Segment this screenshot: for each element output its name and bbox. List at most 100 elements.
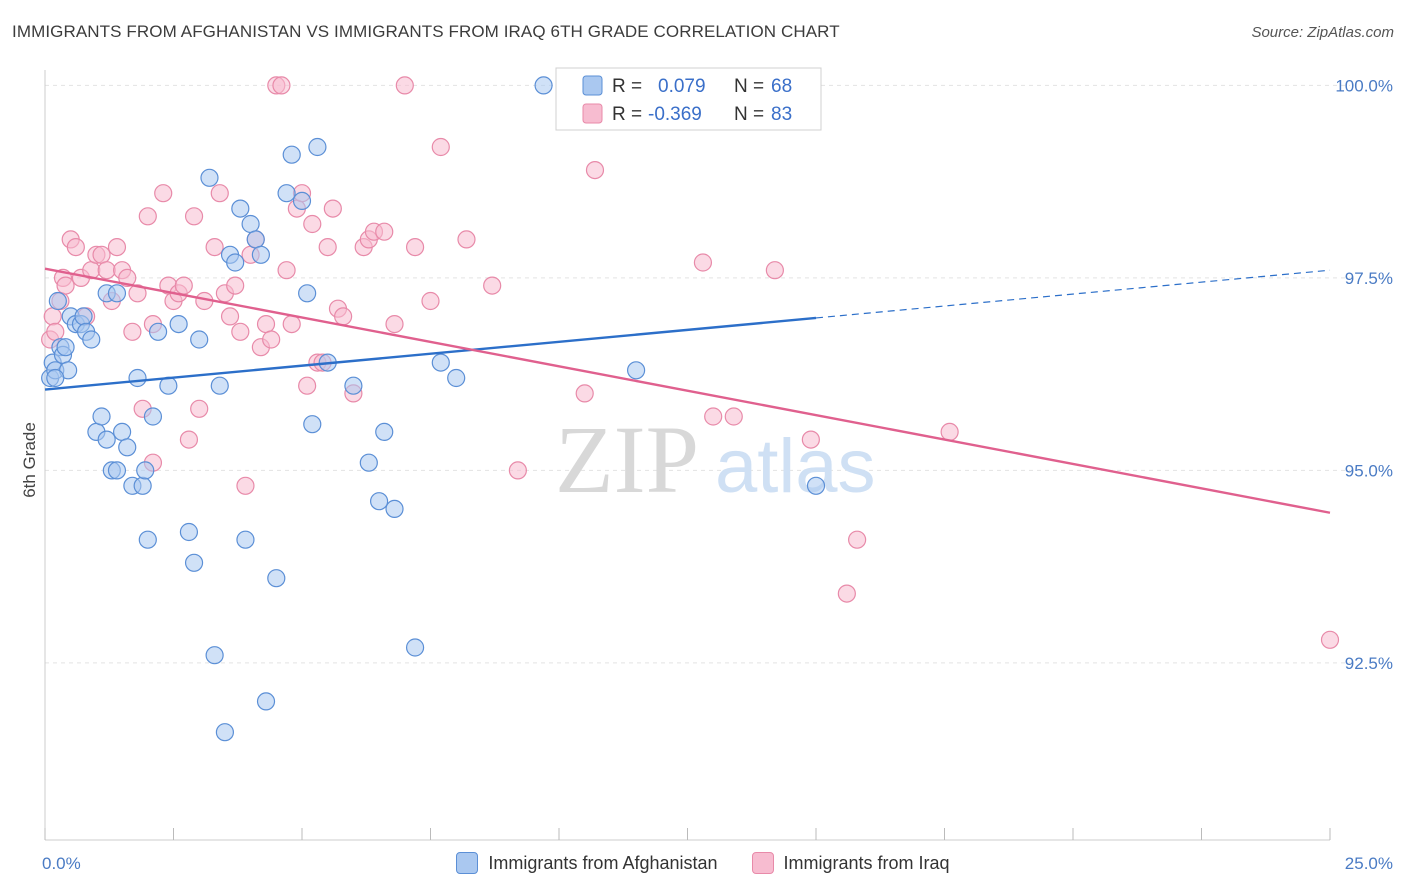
point-blue-57: [370, 492, 389, 511]
point-pink-47: [282, 315, 301, 334]
point-blue-20: [107, 284, 127, 303]
point-pink-57: [334, 307, 353, 326]
y-tick-labels: 100.0% 97.5% 95.0% 92.5%: [1335, 76, 1393, 673]
point-blue-22: [118, 438, 137, 457]
point-blue-44: [246, 230, 265, 249]
point-pink-74: [704, 407, 723, 426]
point-blue-26: [136, 461, 155, 480]
point-blue-11: [74, 307, 93, 326]
point-pink-5: [56, 276, 75, 295]
point-blue-47: [267, 569, 286, 588]
point-pink-76: [765, 261, 784, 280]
legend-pink-n-label: N =: [734, 104, 764, 125]
point-pink-27: [174, 276, 193, 295]
point-blue-33: [184, 553, 204, 572]
trend-line-blue-extension: [815, 269, 1331, 319]
trend-line-pink: [44, 267, 1331, 514]
point-pink-42: [256, 315, 276, 334]
trend-lines: [44, 267, 1331, 514]
point-pink-68: [457, 230, 476, 249]
point-pink-50: [298, 376, 317, 395]
source-credit: Source: ZipAtlas.com: [1251, 24, 1394, 41]
point-blue-19: [107, 461, 127, 480]
point-blue-58: [375, 422, 394, 441]
point-blue-15: [92, 407, 111, 426]
point-blue-60: [405, 638, 425, 657]
y-axis-title: 6th Grade: [20, 422, 39, 498]
point-pink-33: [210, 184, 229, 203]
point-blue-46: [256, 692, 276, 711]
legend-item-iraq[interactable]: Immigrants from Iraq: [751, 852, 950, 874]
point-pink-51: [303, 214, 322, 234]
point-blue-41: [231, 199, 250, 218]
x-tick-label-0: 0.0%: [42, 854, 81, 873]
watermark-atlas: atlas: [715, 424, 876, 509]
stats-legend: R = 0.079 N = 68 R = -0.369 N = 83: [555, 67, 822, 131]
legend-pink-r-label: R =: [612, 104, 642, 125]
point-pink-67: [431, 137, 450, 157]
axes: [44, 70, 1331, 841]
legend-item-afghanistan[interactable]: Immigrants from Afghanistan: [456, 852, 718, 874]
point-blue-63: [534, 76, 553, 95]
series-iraq-points: [41, 76, 1340, 649]
point-pink-38: [236, 476, 255, 495]
point-blue-21: [112, 422, 132, 441]
point-blue-6: [56, 338, 75, 357]
point-pink-66: [421, 291, 440, 311]
point-blue-34: [190, 330, 209, 349]
point-blue-55: [344, 376, 363, 395]
point-pink-19: [128, 284, 147, 303]
point-blue-52: [303, 415, 322, 434]
point-blue-36: [205, 646, 224, 665]
gridlines: [45, 84, 1350, 664]
point-pink-65: [405, 238, 425, 257]
chart-title: IMMIGRANTS FROM AFGHANISTAN VS IMMIGRANT…: [12, 22, 840, 41]
point-pink-46: [277, 261, 296, 280]
point-blue-25: [133, 476, 152, 495]
point-blue-62: [447, 368, 466, 388]
point-pink-54: [318, 238, 337, 257]
point-blue-35: [200, 168, 219, 187]
point-pink-35: [220, 307, 240, 326]
series-afghanistan-points: [41, 76, 826, 742]
point-blue-53: [308, 137, 327, 157]
legend-blue-r-label: R =: [612, 76, 642, 97]
legend-pink-r-value: -0.369: [648, 104, 702, 125]
point-blue-3: [48, 291, 67, 311]
point-blue-42: [236, 530, 255, 549]
point-pink-75: [724, 407, 743, 426]
y-tick-label-2: 95.0%: [1345, 461, 1393, 480]
point-blue-31: [169, 315, 188, 334]
point-blue-28: [143, 407, 163, 426]
legend-pink-n-value: 83: [771, 104, 792, 125]
point-pink-2: [46, 322, 65, 341]
point-blue-37: [210, 376, 229, 395]
point-pink-69: [483, 276, 502, 295]
point-pink-80: [940, 422, 959, 441]
point-blue-45: [251, 245, 270, 264]
point-blue-38: [215, 723, 234, 742]
legend-swatch-iraq: [751, 852, 774, 874]
point-pink-81: [1320, 630, 1340, 649]
point-blue-27: [138, 530, 157, 549]
point-blue-56: [359, 453, 378, 472]
y-tick-label-3: 92.5%: [1345, 654, 1393, 673]
point-blue-49: [282, 145, 301, 164]
point-pink-36: [226, 276, 245, 295]
point-blue-29: [148, 322, 168, 341]
series-legend: Immigrants from Afghanistan Immigrants f…: [0, 852, 1406, 874]
point-pink-77: [801, 430, 820, 449]
point-pink-32: [205, 238, 224, 257]
point-pink-70: [508, 461, 527, 480]
point-blue-24: [128, 368, 147, 388]
point-blue-67: [46, 368, 65, 388]
point-blue-48: [277, 184, 296, 203]
point-pink-63: [385, 315, 404, 334]
legend-pink-swatch: [582, 103, 603, 124]
trend-line-blue: [44, 316, 817, 391]
y-tick-label-0: 100.0%: [1335, 76, 1393, 95]
point-pink-30: [190, 399, 209, 418]
point-pink-62: [375, 222, 394, 241]
point-blue-59: [385, 499, 404, 518]
